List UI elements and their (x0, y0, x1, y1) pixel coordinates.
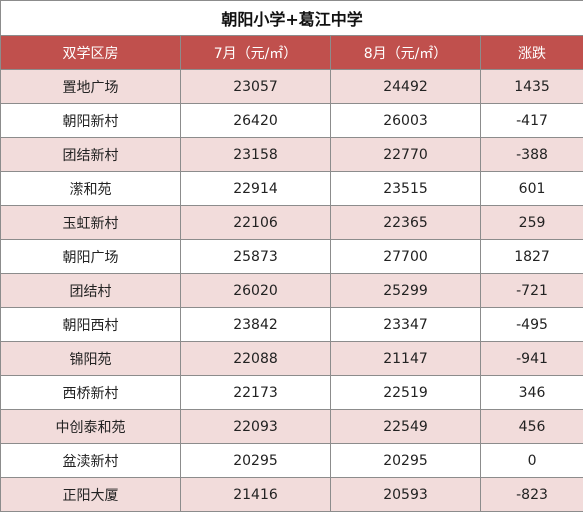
cell-august: 25299 (331, 274, 481, 308)
cell-august: 26003 (331, 104, 481, 138)
cell-change: -721 (481, 274, 583, 308)
cell-august: 20593 (331, 478, 481, 512)
cell-change: -941 (481, 342, 583, 376)
cell-name: 团结新村 (1, 138, 181, 172)
cell-name: 盆渎新村 (1, 444, 181, 478)
table-row: 团结新村 23158 22770 -388 (1, 138, 583, 172)
cell-name: 玉虹新村 (1, 206, 181, 240)
header-change: 涨跌 (481, 36, 583, 70)
cell-august: 20295 (331, 444, 481, 478)
cell-change: -495 (481, 308, 583, 342)
header-august-price: 8月（元/㎡） (331, 36, 481, 70)
cell-july: 23158 (181, 138, 331, 172)
cell-name: 西桥新村 (1, 376, 181, 410)
cell-august: 22365 (331, 206, 481, 240)
cell-change: -388 (481, 138, 583, 172)
table-row: 西桥新村 22173 22519 346 (1, 376, 583, 410)
table-body: 置地广场 23057 24492 1435 朝阳新村 26420 26003 -… (1, 70, 583, 512)
cell-july: 26420 (181, 104, 331, 138)
cell-change: 346 (481, 376, 583, 410)
cell-name: 朝阳新村 (1, 104, 181, 138)
table-row: 正阳大厦 21416 20593 -823 (1, 478, 583, 512)
cell-july: 22106 (181, 206, 331, 240)
cell-change: -417 (481, 104, 583, 138)
cell-july: 23842 (181, 308, 331, 342)
table-row: 朝阳新村 26420 26003 -417 (1, 104, 583, 138)
cell-july: 21416 (181, 478, 331, 512)
cell-july: 22088 (181, 342, 331, 376)
cell-change: -823 (481, 478, 583, 512)
cell-name: 朝阳广场 (1, 240, 181, 274)
cell-name: 潆和苑 (1, 172, 181, 206)
cell-august: 24492 (331, 70, 481, 104)
cell-july: 22914 (181, 172, 331, 206)
table-row: 潆和苑 22914 23515 601 (1, 172, 583, 206)
cell-august: 22770 (331, 138, 481, 172)
cell-change: 1827 (481, 240, 583, 274)
cell-july: 22173 (181, 376, 331, 410)
table-row: 锦阳苑 22088 21147 -941 (1, 342, 583, 376)
table-row: 团结村 26020 25299 -721 (1, 274, 583, 308)
table-row: 朝阳广场 25873 27700 1827 (1, 240, 583, 274)
header-district-house: 双学区房 (1, 36, 181, 70)
table-title: 朝阳小学+葛江中学 (1, 1, 583, 36)
cell-august: 22519 (331, 376, 481, 410)
cell-change: 456 (481, 410, 583, 444)
cell-july: 22093 (181, 410, 331, 444)
cell-august: 22549 (331, 410, 481, 444)
cell-change: 1435 (481, 70, 583, 104)
cell-august: 27700 (331, 240, 481, 274)
table-row: 朝阳西村 23842 23347 -495 (1, 308, 583, 342)
cell-change: 0 (481, 444, 583, 478)
table-header-row: 双学区房 7月（元/㎡） 8月（元/㎡） 涨跌 (1, 36, 583, 70)
cell-july: 23057 (181, 70, 331, 104)
cell-change: 601 (481, 172, 583, 206)
header-july-price: 7月（元/㎡） (181, 36, 331, 70)
cell-name: 朝阳西村 (1, 308, 181, 342)
table-row: 盆渎新村 20295 20295 0 (1, 444, 583, 478)
table-row: 玉虹新村 22106 22365 259 (1, 206, 583, 240)
table-title-row: 朝阳小学+葛江中学 (1, 1, 583, 36)
cell-august: 21147 (331, 342, 481, 376)
cell-july: 26020 (181, 274, 331, 308)
cell-name: 置地广场 (1, 70, 181, 104)
table-row: 中创泰和苑 22093 22549 456 (1, 410, 583, 444)
cell-name: 中创泰和苑 (1, 410, 181, 444)
table-row: 置地广场 23057 24492 1435 (1, 70, 583, 104)
cell-july: 25873 (181, 240, 331, 274)
cell-name: 团结村 (1, 274, 181, 308)
cell-august: 23515 (331, 172, 481, 206)
cell-august: 23347 (331, 308, 481, 342)
cell-july: 20295 (181, 444, 331, 478)
cell-name: 锦阳苑 (1, 342, 181, 376)
cell-name: 正阳大厦 (1, 478, 181, 512)
cell-change: 259 (481, 206, 583, 240)
